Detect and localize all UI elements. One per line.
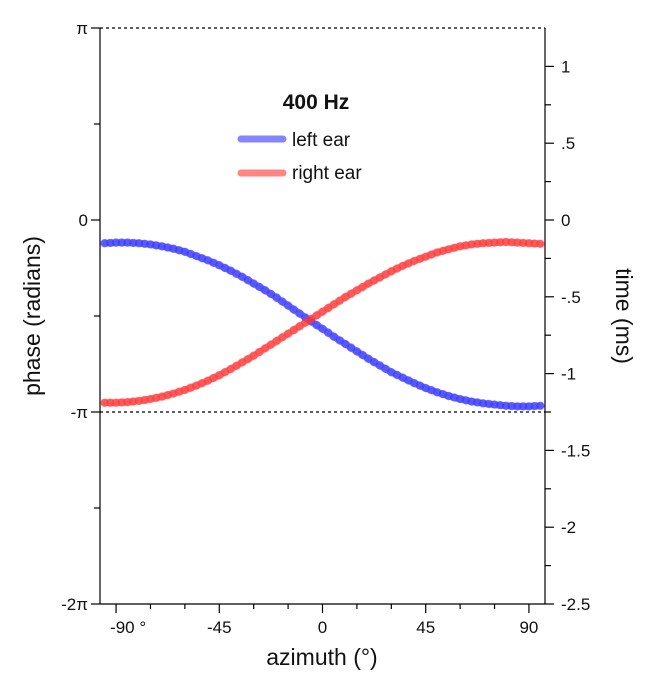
x-tick-label: 45: [416, 618, 435, 637]
x-tick-label: 0: [318, 618, 327, 637]
legend: left ear right ear: [237, 130, 362, 184]
y2-tick-label: 0: [561, 211, 570, 230]
y-tick-label: -2π: [61, 595, 88, 614]
axes: [99, 28, 546, 605]
y2-tick-label: -2.5: [561, 595, 590, 614]
x-tick-label: -45: [207, 618, 232, 637]
y-tick-label: π: [76, 19, 88, 38]
x-tick-label: -90 °: [110, 618, 146, 637]
ticks: π 0 -π -2π 1 .5 0 -.5 -1 -1.5 -2 -2.5 -90 ° -45 0 45 90: [61, 19, 590, 637]
y2-tick-label: 1: [561, 57, 570, 76]
y2-tick-label: -1: [561, 365, 576, 384]
series-left-ear: [100, 238, 545, 411]
series-line: [101, 238, 544, 407]
x-axis-title: azimuth (°): [266, 644, 377, 670]
legend-label-left-ear: left ear: [292, 130, 351, 151]
y-tick-label: -π: [71, 403, 88, 422]
chart-title: 400 Hz: [283, 91, 350, 114]
y2-tick-label: -.5: [561, 288, 581, 307]
series-right-ear: [100, 237, 545, 407]
data-point: [536, 239, 545, 249]
series-line: [101, 239, 544, 410]
y2-tick-label: -1.5: [561, 441, 590, 460]
y-axis-title: phase (radians): [19, 236, 45, 396]
series: [100, 237, 545, 411]
y2-axis-title: time (ms): [611, 268, 637, 364]
x-tick-label: 90: [519, 618, 538, 637]
data-point: [536, 401, 545, 410]
y2-tick-label: .5: [561, 134, 575, 153]
legend-label-right-ear: right ear: [292, 163, 362, 184]
y2-tick-label: -2: [561, 518, 576, 537]
y-tick-label: 0: [79, 211, 88, 230]
reference-lines: [100, 27, 545, 413]
